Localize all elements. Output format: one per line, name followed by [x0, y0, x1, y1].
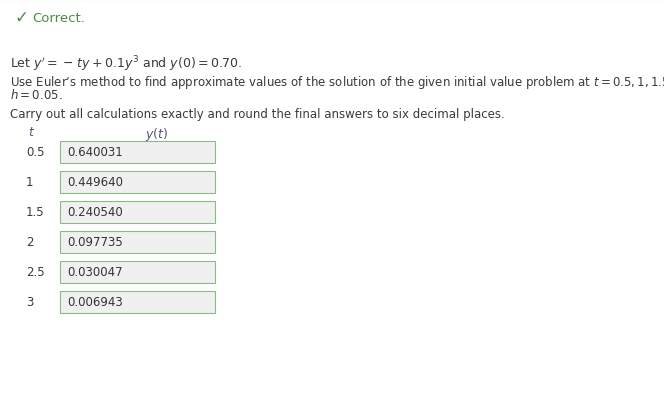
FancyBboxPatch shape	[60, 231, 215, 253]
Text: $t$: $t$	[28, 126, 35, 139]
Text: 0.006943: 0.006943	[67, 296, 123, 309]
FancyBboxPatch shape	[60, 172, 215, 194]
Text: 0.5: 0.5	[26, 146, 44, 159]
Text: $h = 0.05.$: $h = 0.05.$	[10, 88, 62, 102]
Text: Correct.: Correct.	[32, 12, 85, 24]
FancyBboxPatch shape	[60, 261, 215, 283]
Text: ✓: ✓	[15, 9, 29, 27]
Text: Carry out all calculations exactly and round the final answers to six decimal pl: Carry out all calculations exactly and r…	[10, 108, 505, 121]
Text: 3: 3	[26, 296, 33, 309]
Text: 0.240540: 0.240540	[67, 206, 123, 219]
Text: Use Euler’s method to find approximate values of the solution of the given initi: Use Euler’s method to find approximate v…	[10, 74, 664, 91]
Text: 1.5: 1.5	[26, 206, 44, 219]
Text: 0.449640: 0.449640	[67, 176, 123, 189]
FancyBboxPatch shape	[60, 291, 215, 313]
FancyBboxPatch shape	[60, 201, 215, 223]
Text: $y(t)$: $y(t)$	[145, 126, 168, 143]
Text: 2.5: 2.5	[26, 266, 44, 279]
FancyBboxPatch shape	[60, 142, 215, 164]
Text: 0.097735: 0.097735	[67, 236, 123, 249]
Text: Let $y' = -\,ty + 0.1y^3$ and $y(0) = 0.70$.: Let $y' = -\,ty + 0.1y^3$ and $y(0) = 0.…	[10, 54, 242, 73]
Text: 1: 1	[26, 176, 33, 189]
Text: 0.030047: 0.030047	[67, 266, 123, 279]
Text: 0.640031: 0.640031	[67, 146, 123, 159]
Text: 2: 2	[26, 236, 33, 249]
